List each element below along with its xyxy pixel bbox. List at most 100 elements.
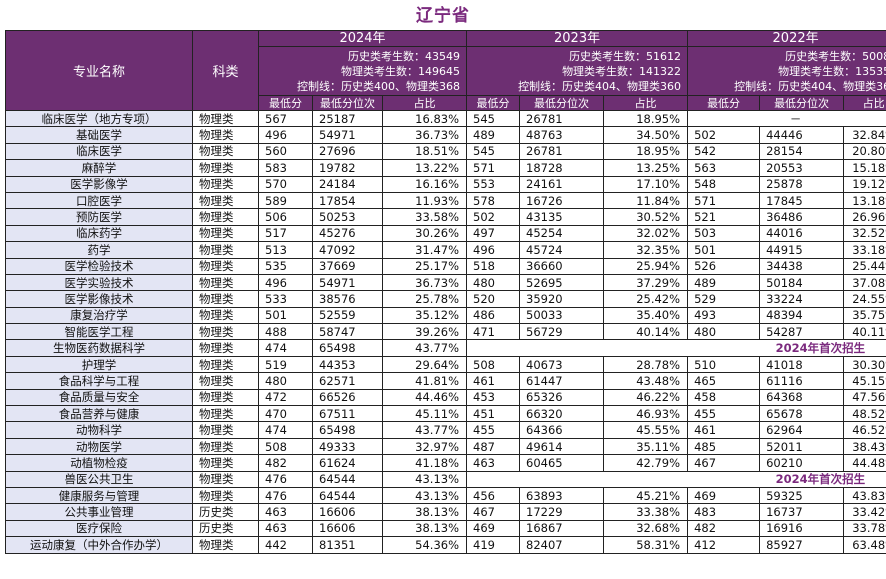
sub-min-rank: 最低分位次 [312,95,383,111]
min-score-2023: 545 [466,109,521,128]
ratio-2024: 30.26% [381,224,468,243]
ratio-2024: 25.78% [381,290,468,308]
table-row: 康复治疗学 物理类 501 52559 35.12% 486 50033 35.40% 493 4… [5,306,886,325]
category: 物理类 [192,536,259,554]
table-row: 药学 物理类 513 47092 31.47% 496 45724 32.35% 501 4491… [5,241,886,259]
min-score-2024: 513 [258,241,313,259]
min-score-2024: 508 [258,437,313,456]
min-score-2022: 548 [687,175,761,193]
ratio-2023: 32.02% [603,224,689,243]
min-score-2022: 521 [687,208,761,226]
min-rank-2023: 56729 [519,323,605,341]
table-row: 医学影像学 物理类 570 24184 16.16% 553 24161 17.10% 548 2… [5,175,886,193]
min-score-2023: 467 [466,503,521,521]
min-rank-2024: 58747 [312,323,383,341]
min-score-2022: 461 [687,421,761,439]
min-rank-2022: 36486 [759,208,845,226]
ratio-2024: 45.11% [381,405,468,423]
min-rank-2022: 16916 [759,519,845,538]
category: 物理类 [192,159,259,177]
major-name: 动物科学 [5,421,193,439]
min-score-2023: 419 [466,536,521,554]
header-category: 科类 [192,30,259,111]
min-rank-2022: 20553 [759,159,845,177]
header-year-2023: 2023年 [466,30,689,47]
ratio-2024: 36.73% [381,273,468,292]
ratio-2023: 13.25% [603,159,689,177]
min-rank-2022: 34438 [759,257,845,275]
ratio-2022: 47.56% [843,388,886,407]
ratio-2024: 43.13% [381,470,468,488]
admission-scores-table: 专业名称 科类 2024年 2023年 2022年 历史类考生数：43549 物理… [5,30,886,554]
ratio-2022: 46.52% [843,421,886,439]
ratio-2024: 16.16% [381,175,468,193]
table-row: 食品科学与工程 物理类 480 62571 41.81% 461 61447 43.48% 46… [5,372,886,390]
category: 物理类 [192,126,259,144]
major-name: 药学 [5,241,193,259]
min-score-2024: 488 [258,323,313,341]
major-name: 动物医学 [5,437,193,456]
min-score-2023: 545 [466,142,521,161]
min-score-2023: 455 [466,421,521,439]
table-row: 兽医公共卫生 物理类 476 64544 43.13% 2024年首次招生 [5,470,886,488]
min-score-2023: 463 [466,454,521,472]
min-rank-2023: 63893 [519,486,605,505]
table-row: 智能医学工程 物理类 488 58747 39.26% 471 56729 40.14% 480… [5,323,886,341]
min-score-2023: 487 [466,437,521,456]
min-score-2022: 489 [687,273,761,292]
table-row: 口腔医学 物理类 589 17854 11.93% 578 16726 11.84% 571 17… [5,191,886,210]
ratio-2023: 25.42% [603,290,689,308]
sub-ratio: 占比 [381,95,468,111]
min-score-2024: 501 [258,306,313,325]
sub-min-score: 最低分 [258,95,313,111]
min-score-2022: 526 [687,257,761,275]
min-rank-2023: 45254 [519,224,605,243]
ratio-2023: 33.38% [603,503,689,521]
category: 物理类 [192,224,259,243]
min-score-2024: 589 [258,191,313,210]
min-score-2023: 451 [466,405,521,423]
min-score-2023: 578 [466,191,521,210]
ratio-2024: 38.13% [381,503,468,521]
ratio-2022: 25.44% [843,257,886,275]
min-score-2024: 442 [258,536,313,554]
table-body: 临床医学（地方专项） 物理类 567 25187 16.83% 545 26781 18.95… [5,109,886,554]
min-rank-2023: 45724 [519,241,605,259]
ratio-2022: 20.80% [843,142,886,161]
min-rank-2022: 48394 [759,306,845,325]
ratio-2022: 35.75% [843,306,886,325]
table-row: 基础医学 物理类 496 54971 36.73% 489 48763 34.50% 502 44… [5,126,886,144]
sub-min-rank: 最低分位次 [759,95,845,111]
ratio-2023: 37.29% [603,273,689,292]
ratio-2023: 32.35% [603,241,689,259]
ratio-2024: 33.58% [381,208,468,226]
table-row: 动植物检疫 物理类 482 61624 41.18% 463 60465 42.79% 467 6… [5,454,886,472]
ratio-2023: 42.79% [603,454,689,472]
ratio-2023: 30.52% [603,208,689,226]
ratio-2024: 43.13% [381,486,468,505]
min-rank-2023: 18728 [519,159,605,177]
min-rank-2022: 33224 [759,290,845,308]
min-rank-2022: 59325 [759,486,845,505]
min-rank-2024: 44353 [312,355,383,374]
min-rank-2024: 27696 [312,142,383,161]
min-rank-2022: 17845 [759,191,845,210]
sub-min-score: 最低分 [687,95,761,111]
min-rank-2022: 54287 [759,323,845,341]
min-score-2024: 567 [258,109,313,128]
category: 物理类 [192,388,259,407]
min-score-2023: 453 [466,388,521,407]
min-score-2022: 503 [687,224,761,243]
min-rank-2022: 61116 [759,372,845,390]
header-major-name: 专业名称 [5,30,193,111]
min-score-2024: 519 [258,355,313,374]
min-score-2023: 489 [466,126,521,144]
min-rank-2022: 44915 [759,241,845,259]
sub-min-score: 最低分 [466,95,521,111]
header-year-2024: 2024年 [257,30,468,47]
ratio-2023: 17.10% [603,175,689,193]
ratio-2024: 11.93% [381,191,468,210]
min-score-2022: 563 [687,159,761,177]
ratio-2023: 45.55% [603,421,689,439]
min-rank-2022: 41018 [759,355,845,374]
